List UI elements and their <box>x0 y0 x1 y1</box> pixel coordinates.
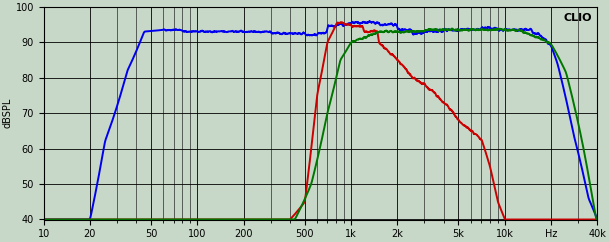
Y-axis label: dBSPL: dBSPL <box>3 98 13 128</box>
Text: CLIO: CLIO <box>563 13 592 23</box>
